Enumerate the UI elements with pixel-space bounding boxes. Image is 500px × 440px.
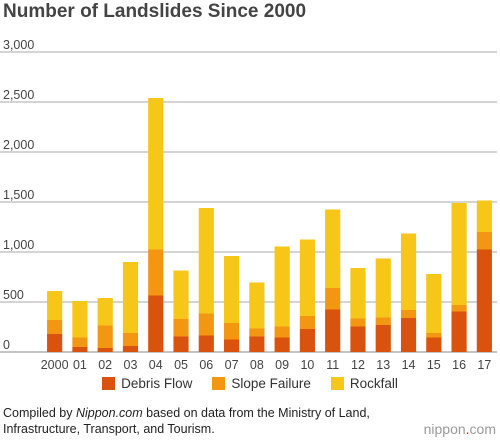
source-note: Compiled by Nippon.com based on data fro…: [3, 405, 383, 437]
bar-segment: [72, 337, 88, 347]
bar-segment: [47, 334, 63, 352]
y-tick-label: 1,000: [3, 238, 34, 252]
landslide-chart: 0 500 1,000 1,500 2,000 2,500 3,000 2000 01 02 03 0…: [0, 38, 497, 372]
bar-segment: [224, 323, 240, 340]
y-tick-label: 2,500: [3, 88, 34, 102]
bar-segment: [173, 336, 189, 352]
x-tick-label: 11: [326, 358, 339, 372]
bar-segment: [299, 239, 315, 316]
bar-segment: [451, 203, 467, 305]
bar-segment: [97, 348, 113, 352]
bar-segment: [148, 295, 164, 352]
bar-segment: [325, 209, 341, 288]
legend-swatch-debris-flow: [102, 377, 116, 390]
bar-segment: [375, 258, 391, 318]
y-tick-label: 500: [3, 288, 24, 302]
bar-segment: [476, 232, 492, 250]
legend-swatch-rockfall: [330, 377, 344, 390]
bar-segment: [148, 249, 164, 296]
source-prefix: Compiled by: [3, 406, 76, 420]
x-tick-label: 17: [477, 358, 491, 372]
bar-segment: [173, 319, 189, 337]
bar-segment: [122, 346, 139, 352]
brand-part1: nippon: [423, 421, 466, 437]
x-tick-label: 10: [300, 358, 314, 372]
legend-label-debris-flow: Debris Flow: [121, 376, 193, 391]
bar-segment: [299, 329, 315, 352]
bar-segment: [173, 270, 189, 319]
bar-segment: [350, 326, 366, 352]
x-tick-label: 02: [98, 358, 112, 372]
bar-segment: [400, 318, 417, 352]
x-tick-label: 13: [376, 358, 390, 372]
bar-segment: [97, 325, 113, 348]
x-tick-label: 15: [427, 358, 441, 372]
bar-segment: [476, 200, 492, 232]
x-tick-label: 16: [452, 358, 466, 372]
source-suffix: based on data from the Ministry of Land,…: [3, 406, 370, 436]
bar-segment: [400, 233, 417, 310]
bar-segment: [350, 268, 366, 319]
bar-segment: [47, 291, 63, 320]
bar-segment: [325, 309, 341, 352]
x-tick-label: 04: [149, 358, 163, 372]
x-tick-label: 06: [199, 358, 213, 372]
bar-segment: [451, 311, 467, 352]
y-tick-label: 0: [3, 338, 10, 352]
legend-item-slope-failure: Slope Failure: [212, 376, 311, 391]
x-tick-label: 07: [225, 358, 239, 372]
bar-segment: [426, 274, 442, 333]
bar-segment: [476, 249, 492, 352]
bar-segment: [122, 262, 139, 333]
bar-segment: [375, 325, 391, 352]
chart-title: Number of Landslides Since 2000: [3, 1, 307, 22]
bar-segment: [224, 339, 240, 352]
x-tick-label: 2000: [41, 358, 69, 372]
bar-segment: [426, 337, 442, 352]
bar-segment: [426, 333, 442, 338]
legend-label-rockfall: Rockfall: [349, 376, 398, 391]
legend-item-rockfall: Rockfall: [330, 376, 398, 391]
bar-segment: [97, 298, 113, 326]
source-site: Nippon.com: [75, 406, 143, 420]
x-tick-label: 05: [174, 358, 188, 372]
bar-segment: [375, 317, 391, 325]
bar-segment: [198, 208, 214, 314]
legend: Debris Flow Slope Failure Rockfall: [0, 376, 500, 391]
bar-segment: [274, 246, 290, 327]
y-tick-label: 2,000: [3, 138, 34, 152]
bar-segment: [122, 333, 139, 346]
bar-segment: [249, 282, 265, 329]
y-tick-label: 3,000: [3, 38, 34, 52]
bar-segment: [299, 316, 315, 329]
bar-segment: [249, 336, 265, 352]
bar-segment: [224, 256, 240, 323]
x-tick-label: 09: [275, 358, 289, 372]
bar-segment: [249, 328, 265, 337]
bar-segment: [198, 335, 214, 352]
brand-part2: com: [469, 421, 496, 437]
bar-segment: [47, 320, 63, 334]
bar-segment: [274, 337, 290, 352]
bar-segment: [72, 347, 88, 352]
legend-item-debris-flow: Debris Flow: [102, 376, 192, 391]
bar-segment: [72, 301, 88, 338]
brand-dot: .: [465, 421, 470, 437]
x-tick-label: 01: [73, 358, 87, 372]
x-tick-label: 14: [402, 358, 416, 372]
legend-label-slope-failure: Slope Failure: [231, 376, 311, 391]
bar-segment: [350, 318, 366, 327]
x-tick-label: 08: [250, 358, 264, 372]
bar-segment: [198, 313, 214, 336]
y-tick-label: 1,500: [3, 188, 34, 202]
x-tick-label: 12: [351, 358, 365, 372]
bar-segment: [274, 326, 290, 338]
bar-segment: [451, 305, 467, 312]
legend-swatch-slope-failure: [212, 377, 226, 390]
bar-segment: [400, 310, 417, 318]
bar-segment: [148, 98, 164, 250]
x-tick-label: 03: [124, 358, 138, 372]
brand-logo: nippon.com: [424, 421, 496, 437]
bar-segment: [325, 288, 341, 310]
